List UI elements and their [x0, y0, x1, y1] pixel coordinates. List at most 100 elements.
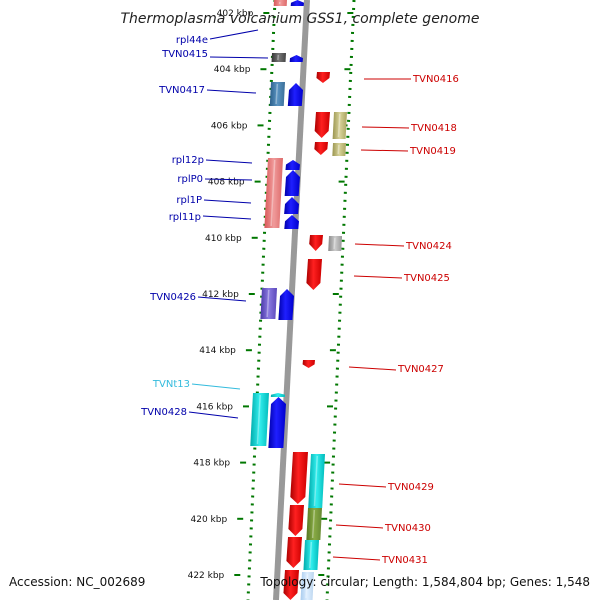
- gene-label-left: rplP0: [177, 174, 203, 185]
- map-title: Thermoplasma volcanium GSS1, complete ge…: [120, 11, 479, 27]
- gene-block-tvn0415: [271, 53, 286, 62]
- leader-line-right: [361, 126, 410, 129]
- gene-label-right: TVN0431: [381, 555, 428, 566]
- leader-line-left: [205, 159, 253, 164]
- leader-line-left: [197, 296, 247, 302]
- leader-line-left: [204, 178, 253, 181]
- tick-label: 416 kbp: [196, 402, 233, 412]
- gene-arrow-tvn0427: [302, 360, 315, 368]
- gene-arrow-tvn0428: [268, 397, 286, 448]
- tick-label: 420 kbp: [191, 515, 228, 525]
- gene-arrow-tvn0418: [314, 112, 330, 138]
- gene-arrow-tvn0425: [306, 259, 322, 290]
- leader-line-left: [191, 383, 241, 390]
- gene-arrow-next: [283, 570, 299, 600]
- gene-block-next-shine: [305, 573, 309, 599]
- gene-block-tvn0417-shine: [275, 83, 279, 105]
- gene-block-tvn0426-shine: [266, 289, 270, 318]
- gene-label-left: rpl1P: [176, 195, 202, 206]
- gene-block-tvn0424: [328, 236, 342, 251]
- gene-block-tvn0430: [306, 508, 322, 540]
- gene-arrow-rplp0: [284, 170, 300, 196]
- gene-label-right: TVN0416: [412, 74, 459, 85]
- tick-label: 414 kbp: [199, 346, 236, 356]
- tick-label: 404 kbp: [214, 65, 251, 75]
- tick-label: 418 kbp: [193, 459, 230, 469]
- gene-block-tvn0431-shine: [309, 541, 313, 569]
- gene-label-left: TVNt13: [152, 379, 190, 390]
- gene-arrow-rpl12p: [285, 160, 300, 170]
- kbp-ticks: 402 kbp 404 kbp 406 kbp 408 kbp 410 kbp 412 k…: [188, 9, 354, 581]
- gene-label-right: TVN0427: [397, 364, 444, 375]
- leader-line-left: [209, 29, 259, 40]
- gene-label-right: TVN0425: [403, 273, 450, 284]
- leader-line-left: [206, 89, 257, 94]
- gene-label-left: TVN0428: [140, 407, 187, 418]
- gene-arrow-tvn0430: [288, 505, 304, 536]
- leader-line-right: [332, 556, 381, 561]
- gene-block-tvn0426: [260, 288, 277, 319]
- right-dotted-boundary: [325, 0, 356, 600]
- gene-label-right: TVN0419: [409, 146, 456, 157]
- gene-block-tvn0431: [303, 540, 319, 570]
- gene-block-ribosomal-cluster: [264, 158, 283, 228]
- gene-features: [250, 0, 347, 600]
- gene-label-right: TVN0429: [387, 482, 434, 493]
- leader-line-left: [202, 215, 252, 220]
- tick-label: 410 kbp: [205, 234, 242, 244]
- gene-block-tvn0419-shine: [337, 144, 340, 155]
- gene-arrow-tvn0419: [314, 142, 328, 155]
- gene-arrow-tvn0429: [290, 452, 308, 504]
- tick-label: 422 kbp: [188, 571, 225, 581]
- gene-arrow-tvn0424: [309, 235, 323, 251]
- gene-label-right: TVN0424: [405, 241, 452, 252]
- gene-arrow-rpl1p: [284, 197, 299, 214]
- tick-label: 402 kbp: [217, 9, 254, 19]
- gene-arrow-tvn0426: [278, 289, 294, 320]
- tick-label: 412 kbp: [202, 290, 239, 300]
- gene-label-left: TVN0426: [149, 292, 196, 303]
- gene-label-left: rpl12p: [172, 155, 204, 166]
- gene-block-tvn0428: [250, 393, 269, 446]
- leader-line-left: [188, 411, 239, 419]
- gene-block-ribosomal-cluster-shine: [270, 159, 276, 227]
- gene-block-tvn0419: [332, 143, 346, 156]
- leader-line-right: [360, 149, 409, 152]
- gene-block-rpl44e: [273, 0, 287, 6]
- gene-arrow-tvnt13: [270, 393, 285, 397]
- leader-line-left: [209, 56, 269, 59]
- gene-label-right: TVN0430: [384, 523, 431, 534]
- leader-line-right: [335, 524, 384, 529]
- gene-label-left: TVN0415: [161, 49, 208, 60]
- gene-arrow-tvn0416: [316, 72, 330, 83]
- gene-block-next: [300, 572, 314, 600]
- gene-arrow-tvn0431: [286, 537, 302, 568]
- topology-text: Topology: circular; Length: 1,584,804 bp…: [259, 575, 590, 589]
- gene-arrow-rpl44e: [290, 0, 304, 6]
- accession-text: Accession: NC_002689: [9, 575, 145, 589]
- gene-label-left: rpl11p: [169, 212, 201, 223]
- leader-line-right: [348, 366, 397, 371]
- gene-block-tvn0418-shine: [337, 113, 341, 138]
- leader-line-right: [353, 275, 403, 279]
- gene-label-right: TVN0418: [410, 123, 457, 134]
- gene-block-tvn0429-shine: [313, 455, 319, 507]
- gene-label-left: TVN0417: [158, 85, 205, 96]
- tick-label: 408 kbp: [208, 178, 245, 188]
- gene-arrow-tvn0415: [289, 55, 303, 62]
- gene-block-tvn0418: [332, 112, 347, 139]
- leader-line-right: [354, 243, 405, 247]
- gene-block-tvn0430-shine: [311, 509, 316, 539]
- tick-label: 406 kbp: [211, 121, 248, 131]
- leader-line-right: [338, 483, 387, 488]
- gene-block-tvn0417: [269, 82, 285, 106]
- gene-arrow-tvn0417: [287, 83, 303, 106]
- gene-labels: rpl44e TVN0415 TVN0417 rpl12p rplP0 rpl1P rpl1…: [140, 29, 459, 566]
- gene-block-tvn0428-shine: [256, 394, 261, 445]
- gene-block-tvn0424-shine: [333, 237, 336, 250]
- leader-line-left: [203, 199, 252, 204]
- gene-label-left: rpl44e: [176, 35, 208, 46]
- gene-block-tvn0429: [308, 454, 325, 508]
